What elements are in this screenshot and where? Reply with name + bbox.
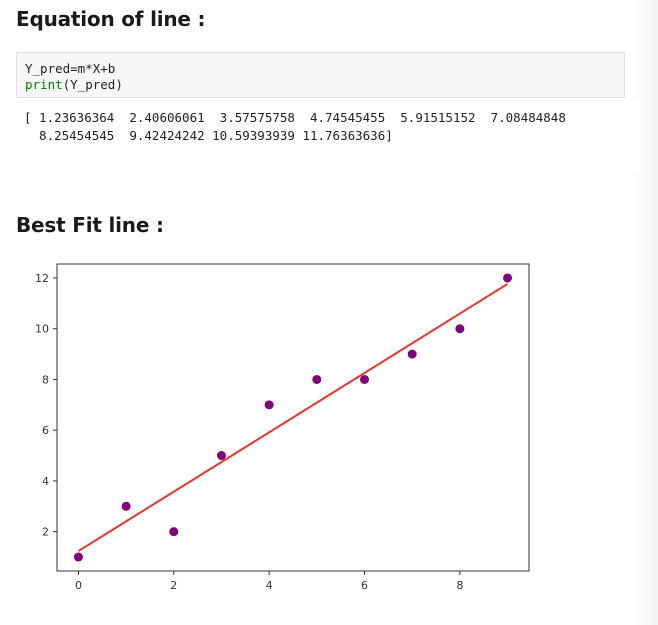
print-keyword: print xyxy=(25,77,63,92)
data-point xyxy=(312,374,322,384)
data-point xyxy=(73,552,83,562)
x-tick-label: 6 xyxy=(361,579,368,592)
code-cell[interactable]: Y_pred=m*X+b print(Y_pred) xyxy=(16,52,625,98)
y-tick-label: 10 xyxy=(35,323,49,336)
x-tick-label: 8 xyxy=(456,579,463,592)
data-point xyxy=(216,451,226,461)
data-point xyxy=(455,324,465,334)
data-point xyxy=(407,349,417,359)
output-line-2: 8.25454545 9.42424242 10.59393939 11.763… xyxy=(24,128,393,143)
data-point xyxy=(121,501,131,511)
code-line-1: Y_pred=m*X+b xyxy=(25,61,116,76)
code-line-2: print(Y_pred) xyxy=(25,77,123,92)
y-tick-label: 12 xyxy=(35,272,49,285)
y-tick-label: 2 xyxy=(42,526,49,539)
y-tick-label: 4 xyxy=(42,475,49,488)
data-point xyxy=(264,400,274,410)
y-tick-label: 6 xyxy=(42,424,49,437)
x-tick-label: 0 xyxy=(75,579,82,592)
section-heading-equation: Equation of line : xyxy=(16,7,206,31)
output-line-1: [ 1.23636364 2.40606061 3.57575758 4.745… xyxy=(24,110,566,125)
section-heading-best-fit: Best Fit line : xyxy=(16,213,164,237)
x-tick-label: 4 xyxy=(266,579,273,592)
best-fit-line xyxy=(77,283,509,552)
x-tick-label: 2 xyxy=(170,579,177,592)
scatter-plot: 0 2 4 6 8 2 4 6 8 10 12 xyxy=(35,263,530,592)
data-point xyxy=(360,374,370,384)
y-tick-label: 8 xyxy=(42,373,49,386)
output-cell: [ 1.23636364 2.40606061 3.57575758 4.745… xyxy=(16,100,640,172)
print-args: (Y_pred) xyxy=(62,77,123,92)
data-point xyxy=(169,527,179,537)
data-point xyxy=(503,273,513,283)
scroll-gutter xyxy=(632,0,658,625)
